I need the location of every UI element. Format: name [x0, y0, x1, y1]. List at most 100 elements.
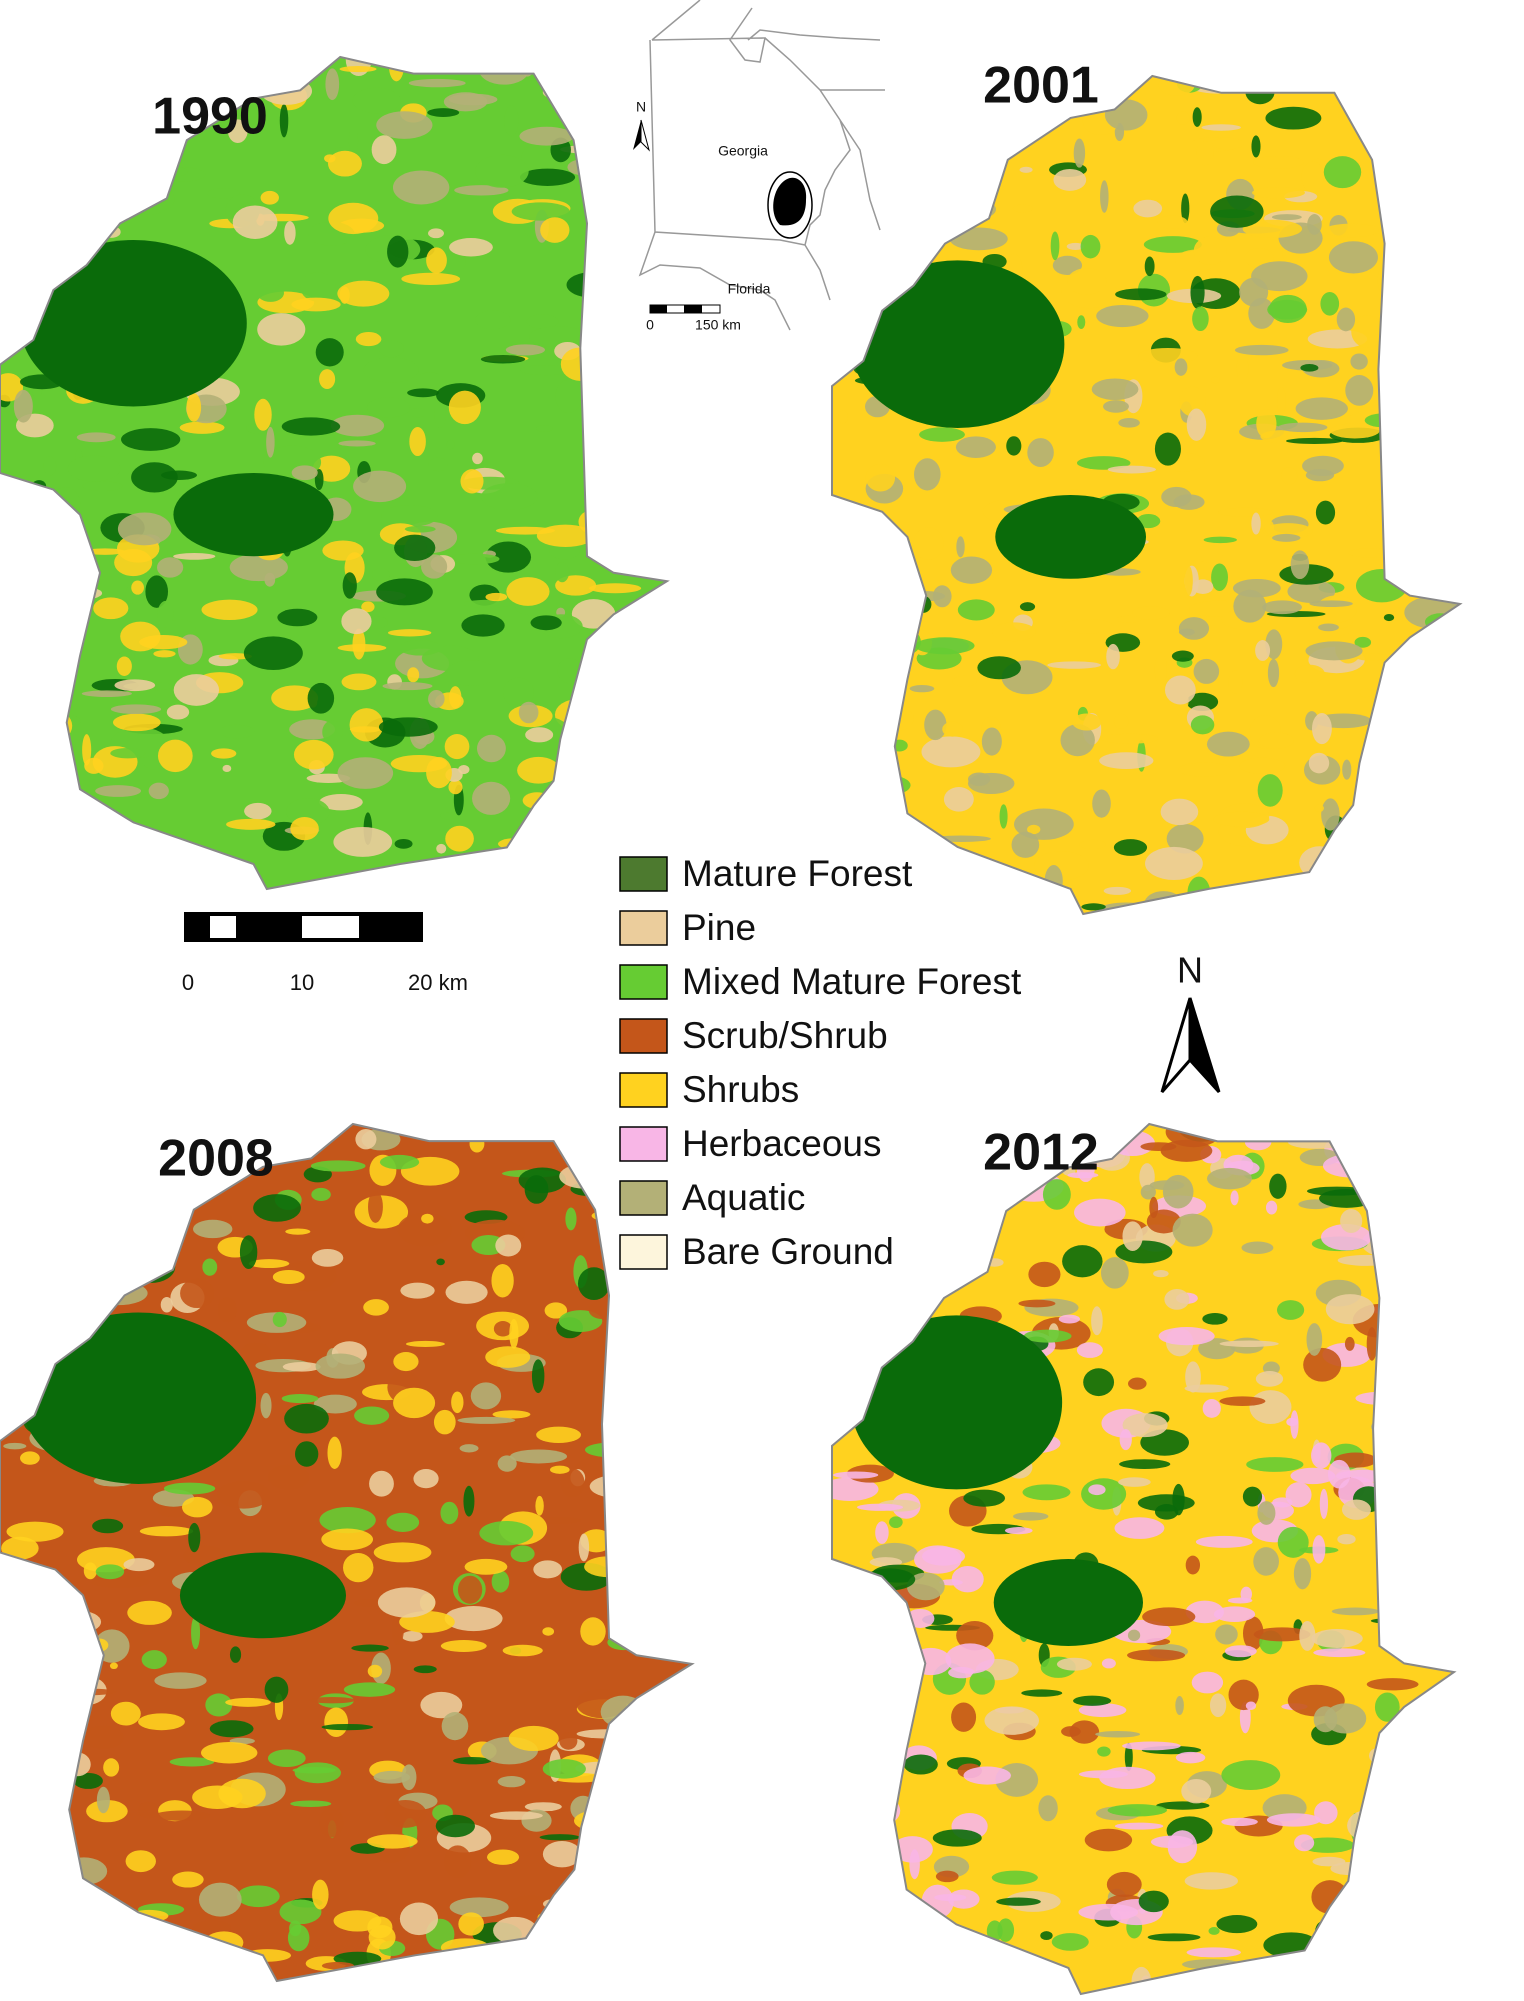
land-patch [6, 1521, 64, 1542]
land-patch [363, 357, 419, 383]
land-patch [459, 1444, 479, 1453]
land-patch [1340, 1208, 1363, 1234]
land-patch [1408, 159, 1434, 169]
land-patch [1380, 1282, 1405, 1292]
land-patch [472, 781, 511, 815]
land-patch [92, 1518, 124, 1534]
land-patch [1435, 719, 1460, 727]
land-patch [1088, 1484, 1106, 1496]
land-patch [1293, 1558, 1312, 1590]
land-patch [844, 686, 878, 694]
land-patch [337, 644, 387, 652]
land-patch [470, 1382, 502, 1410]
land-patch [921, 736, 981, 768]
land-patch [1319, 1189, 1375, 1208]
land-patch [279, 1899, 322, 1925]
land-patch [1355, 569, 1408, 603]
year-label: 1990 [152, 88, 268, 146]
land-patch [521, 143, 556, 176]
land-patch [1079, 839, 1106, 850]
land-patch [857, 813, 896, 822]
land-patch [840, 794, 885, 815]
land-patch [341, 673, 377, 691]
land-patch [1140, 1142, 1177, 1152]
land-patch [327, 1436, 342, 1470]
land-patch [279, 103, 289, 138]
land-patch [1345, 375, 1374, 406]
land-patch [996, 1897, 1041, 1906]
land-patch [1387, 273, 1415, 300]
land-patch [859, 1845, 893, 1872]
land-patch [284, 221, 296, 245]
land-patch [605, 638, 662, 653]
land-patch [1035, 906, 1055, 914]
land-patch [93, 597, 129, 620]
land-patch [1301, 161, 1324, 193]
land-patch [95, 1564, 125, 1580]
map-outline [0, 1122, 695, 1983]
land-patch [446, 660, 497, 686]
land-patch [1330, 1124, 1368, 1130]
land-patch [60, 1688, 117, 1696]
land-patch [1356, 808, 1395, 830]
land-patch [319, 369, 336, 390]
land-patch [440, 812, 458, 820]
land-patch [128, 57, 140, 75]
north-arrow [1160, 997, 1192, 1093]
land-patch [295, 1441, 319, 1467]
land-patch [1217, 507, 1273, 517]
land-patch [1074, 1198, 1126, 1227]
land-patch [533, 1560, 563, 1579]
land-patch [1308, 752, 1330, 774]
land-patch [562, 782, 618, 814]
land-patch [445, 1280, 488, 1304]
land-patch [125, 1251, 176, 1284]
land-patch [373, 1770, 410, 1784]
land-patch [897, 1252, 953, 1278]
land-patch [833, 523, 847, 541]
land-patch [1311, 1442, 1332, 1469]
land-patch [272, 1269, 305, 1285]
land-patch [1101, 1658, 1116, 1669]
land-patch [1414, 1895, 1450, 1929]
land-patch [186, 393, 202, 422]
land-patch [1295, 397, 1348, 420]
land-patch [660, 1701, 671, 1733]
land-patch [996, 115, 1042, 133]
land-patch [472, 452, 483, 465]
land-patch [366, 397, 411, 418]
land-patch [313, 1394, 357, 1414]
land-patch [354, 1406, 390, 1425]
land-patch [1058, 1314, 1081, 1324]
land-patch [217, 1297, 237, 1323]
land-patch [366, 616, 388, 629]
land-patch [584, 276, 632, 292]
land-patch [1383, 613, 1395, 622]
land-patch [0, 748, 28, 756]
land-patch [875, 1521, 889, 1544]
land-patch [387, 629, 432, 637]
land-patch [947, 857, 962, 867]
land-patch [932, 1829, 982, 1847]
land-patch [1397, 883, 1443, 909]
north-label: N [1177, 950, 1203, 991]
land-patch [615, 1394, 643, 1424]
land-patch [1433, 134, 1460, 164]
forest-block [995, 495, 1146, 579]
land-patch [148, 782, 169, 800]
land-patch [1040, 1931, 1053, 1941]
land-patch [460, 469, 484, 494]
land-patch [393, 1351, 419, 1372]
land-patch [367, 1664, 383, 1678]
land-patch [604, 424, 657, 459]
land-patch [440, 1501, 459, 1525]
land-patch [1205, 1124, 1262, 1142]
land-patch [245, 1965, 267, 1981]
land-patch [1392, 306, 1412, 314]
land-patch [565, 66, 613, 92]
land-patch [870, 1195, 929, 1204]
land-patch [232, 205, 278, 239]
land-patch [11, 1328, 57, 1339]
land-patch [869, 1557, 903, 1568]
land-patch [942, 721, 963, 737]
